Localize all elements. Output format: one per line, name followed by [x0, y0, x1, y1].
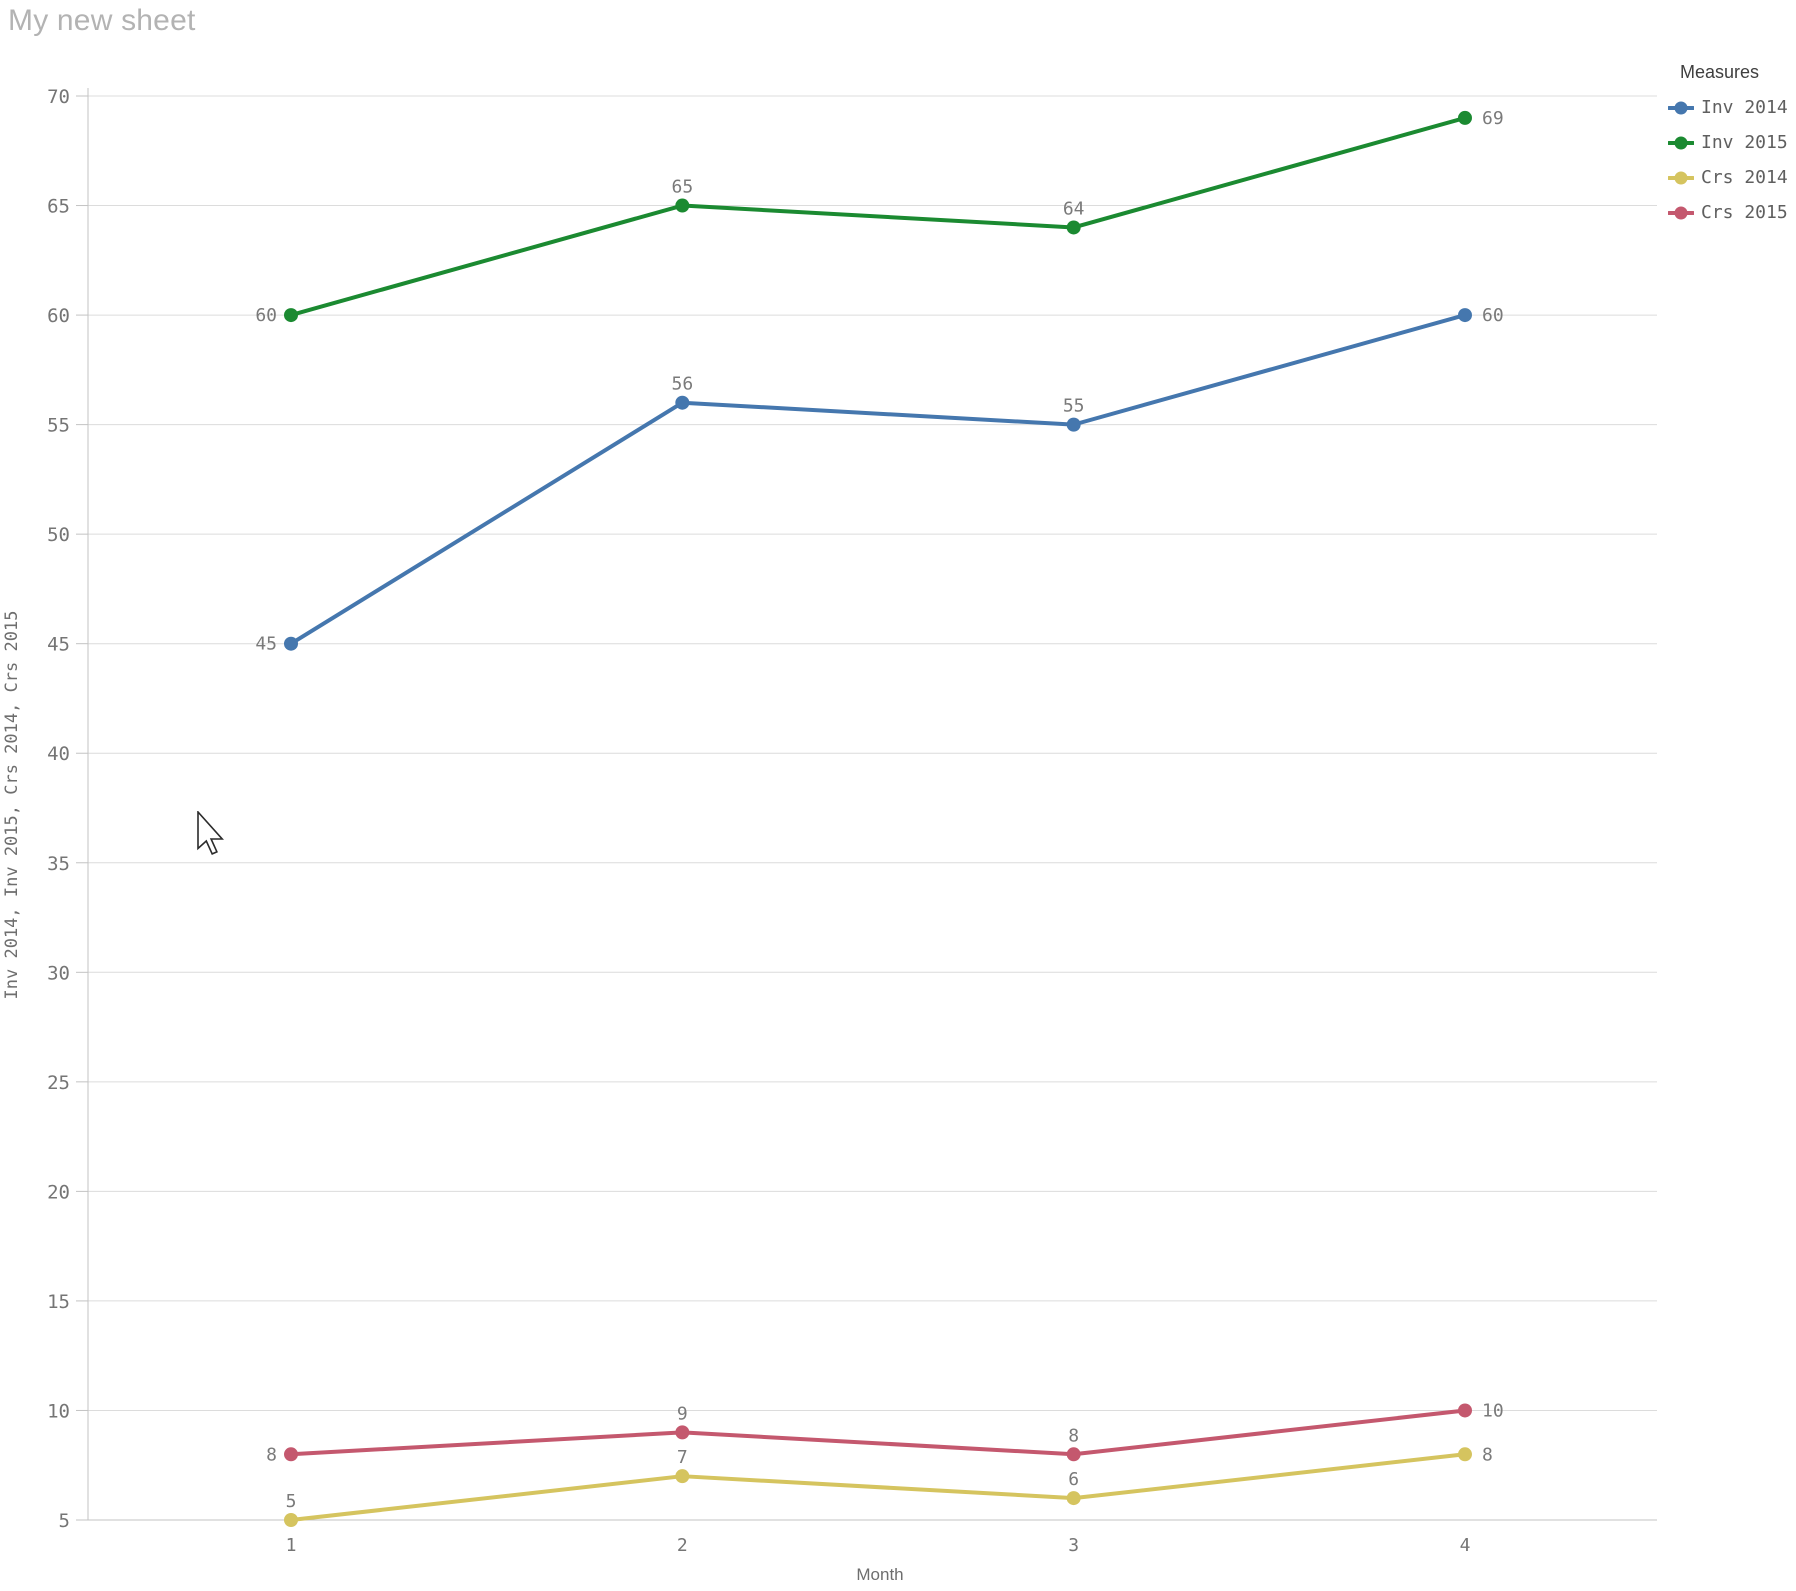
data-label: 8	[266, 1444, 277, 1465]
data-point-crs-2015-2[interactable]	[675, 1425, 690, 1440]
y-tick-label: 25	[47, 1072, 70, 1094]
data-label: 69	[1482, 108, 1504, 129]
data-label: 55	[1063, 396, 1085, 417]
legend-item-label: Crs 2015	[1701, 202, 1788, 223]
y-axis-title: Inv 2014, Inv 2015, Crs 2014, Crs 2015	[2, 611, 22, 1000]
x-tick-label: 2	[677, 1535, 688, 1556]
data-label: 60	[255, 305, 277, 326]
data-label: 8	[1482, 1444, 1493, 1465]
data-point-inv-2014-4[interactable]	[1457, 308, 1472, 323]
data-label: 7	[677, 1447, 688, 1468]
y-tick-label: 30	[47, 962, 70, 984]
x-tick-label: 3	[1068, 1535, 1079, 1556]
y-tick-label: 45	[47, 634, 70, 656]
sheet-title: My new sheet	[8, 4, 196, 37]
legend-item-label: Crs 2014	[1701, 167, 1788, 188]
legend: Measures Inv 2014 Inv 2015 Crs 2014 Crs 201…	[1664, 60, 1796, 230]
x-tick-label: 4	[1460, 1535, 1471, 1556]
data-point-crs-2015-1[interactable]	[284, 1447, 298, 1462]
data-point-crs-2014-1[interactable]	[284, 1513, 298, 1527]
data-label: 5	[286, 1491, 297, 1512]
legend-item-label: Inv 2015	[1701, 132, 1788, 153]
data-point-inv-2015-3[interactable]	[1066, 220, 1081, 235]
legend-item-inv-2014: Inv 2014	[1664, 90, 1796, 125]
legend-items: Inv 2014 Inv 2015 Crs 2014 Crs 2015	[1664, 90, 1796, 230]
legend-marker-icon	[1668, 206, 1694, 219]
data-label: 45	[255, 634, 277, 655]
series-line-inv-2014[interactable]	[289, 313, 1467, 646]
legend-item-inv-2015: Inv 2015	[1664, 125, 1796, 160]
y-tick-label: 35	[47, 853, 70, 875]
legend-title: Measures	[1680, 62, 1760, 82]
data-point-inv-2015-4[interactable]	[1457, 110, 1472, 125]
data-label: 65	[671, 177, 693, 198]
y-tick-label: 50	[47, 524, 70, 546]
data-point-inv-2015-1[interactable]	[284, 308, 298, 323]
data-label: 64	[1063, 198, 1085, 219]
y-tick-label: 5	[59, 1510, 70, 1532]
data-label: 6	[1068, 1469, 1079, 1490]
y-tick-label: 60	[47, 305, 70, 327]
data-point-crs-2015-3[interactable]	[1066, 1447, 1081, 1462]
data-point-inv-2015-2[interactable]	[675, 198, 690, 213]
legend-item-crs-2014: Crs 2014	[1664, 160, 1796, 195]
data-point-crs-2015-4[interactable]	[1457, 1403, 1472, 1418]
legend-marker-icon	[1668, 136, 1694, 149]
x-tick-label: 1	[286, 1535, 297, 1556]
y-tick-label: 15	[47, 1291, 70, 1313]
data-point-crs-2014-3[interactable]	[1066, 1491, 1081, 1506]
series-line-crs-2014[interactable]	[289, 1452, 1467, 1522]
data-point-inv-2014-1[interactable]	[284, 636, 298, 651]
data-point-inv-2014-3[interactable]	[1066, 417, 1081, 432]
data-label: 8	[1068, 1425, 1079, 1446]
data-label: 9	[677, 1403, 688, 1424]
legend-marker-icon	[1668, 101, 1694, 114]
legend-item-label: Inv 2014	[1701, 97, 1788, 118]
y-tick-label: 65	[47, 196, 70, 218]
y-tick-label: 40	[47, 743, 70, 765]
y-tick-label: 70	[47, 86, 70, 108]
data-label: 60	[1482, 305, 1504, 326]
data-label: 56	[671, 374, 693, 395]
y-tick-label: 10	[47, 1400, 70, 1422]
data-point-inv-2014-2[interactable]	[675, 395, 690, 410]
legend-item-crs-2015: Crs 2015	[1664, 195, 1796, 230]
y-tick-label: 20	[47, 1181, 70, 1203]
data-label: 10	[1482, 1400, 1504, 1421]
series-line-inv-2015[interactable]	[289, 115, 1467, 318]
y-tick-label: 55	[47, 415, 70, 437]
data-point-crs-2014-2[interactable]	[675, 1469, 690, 1484]
series-line-crs-2015[interactable]	[289, 1408, 1467, 1457]
legend-marker-icon	[1668, 171, 1694, 184]
x-axis-title: Month	[856, 1565, 903, 1584]
data-point-crs-2014-4[interactable]	[1457, 1447, 1472, 1462]
